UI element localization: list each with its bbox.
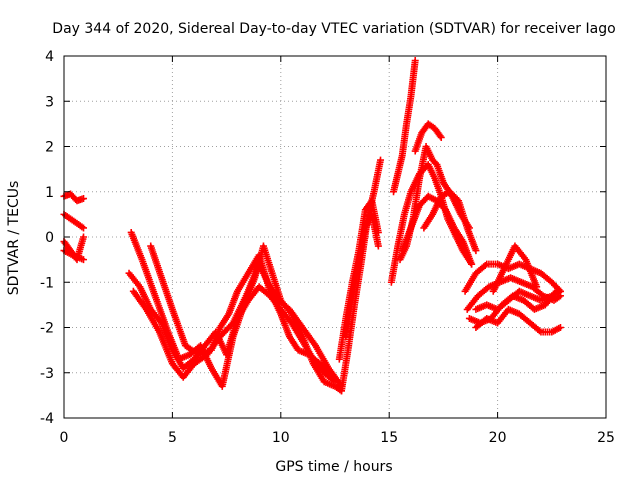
data-points	[60, 57, 564, 395]
y-axis-label: SDTVAR / TECUs	[6, 181, 22, 296]
axis-ticks: 0 5 10 15 20 25 -4 -3 -2 -1 0 1 2 3 4	[40, 49, 615, 446]
data-point	[80, 224, 88, 232]
y-tick-label: -1	[40, 275, 54, 291]
x-tick-label: 15	[380, 430, 398, 446]
data-point	[472, 247, 480, 255]
data-point	[533, 283, 541, 291]
y-tick-label: -4	[40, 411, 54, 427]
data-series	[390, 57, 419, 196]
x-tick-label: 25	[597, 430, 615, 446]
data-point	[80, 195, 88, 203]
data-point	[437, 133, 445, 141]
data-point	[556, 287, 564, 295]
data-point	[431, 159, 439, 167]
data-series	[387, 161, 476, 286]
data-point	[468, 260, 476, 268]
data-series	[472, 305, 564, 336]
x-tick-label: 10	[272, 430, 290, 446]
data-series	[472, 287, 564, 313]
data-point	[80, 233, 88, 241]
data-series	[60, 210, 88, 232]
data-series	[60, 247, 88, 264]
x-tick-label: 0	[60, 430, 69, 446]
y-tick-label: -3	[40, 366, 54, 382]
chart-title: Day 344 of 2020, Sidereal Day-to-day VTE…	[52, 21, 615, 37]
data-series	[420, 188, 480, 255]
y-tick-label: 3	[45, 94, 54, 110]
data-series	[60, 190, 88, 205]
data-series	[147, 242, 337, 381]
y-tick-label: 0	[45, 230, 54, 246]
y-tick-label: -2	[40, 321, 54, 337]
data-point	[327, 372, 335, 380]
data-point	[453, 195, 461, 203]
data-point	[329, 373, 337, 381]
x-axis-label: GPS time / hours	[275, 459, 392, 475]
data-point	[377, 156, 385, 164]
data-point	[374, 242, 382, 250]
data-point	[80, 256, 88, 264]
data-series	[489, 242, 541, 295]
x-tick-label: 20	[489, 430, 507, 446]
y-tick-label: 4	[45, 49, 54, 65]
data-point	[556, 324, 564, 331]
data-point	[411, 57, 419, 65]
data-series	[342, 210, 382, 341]
x-tick-label: 5	[168, 430, 177, 446]
data-point	[436, 132, 444, 140]
grid-lines	[64, 56, 606, 418]
data-series	[411, 120, 445, 155]
y-tick-label: 1	[45, 185, 54, 201]
y-tick-label: 2	[45, 140, 54, 156]
